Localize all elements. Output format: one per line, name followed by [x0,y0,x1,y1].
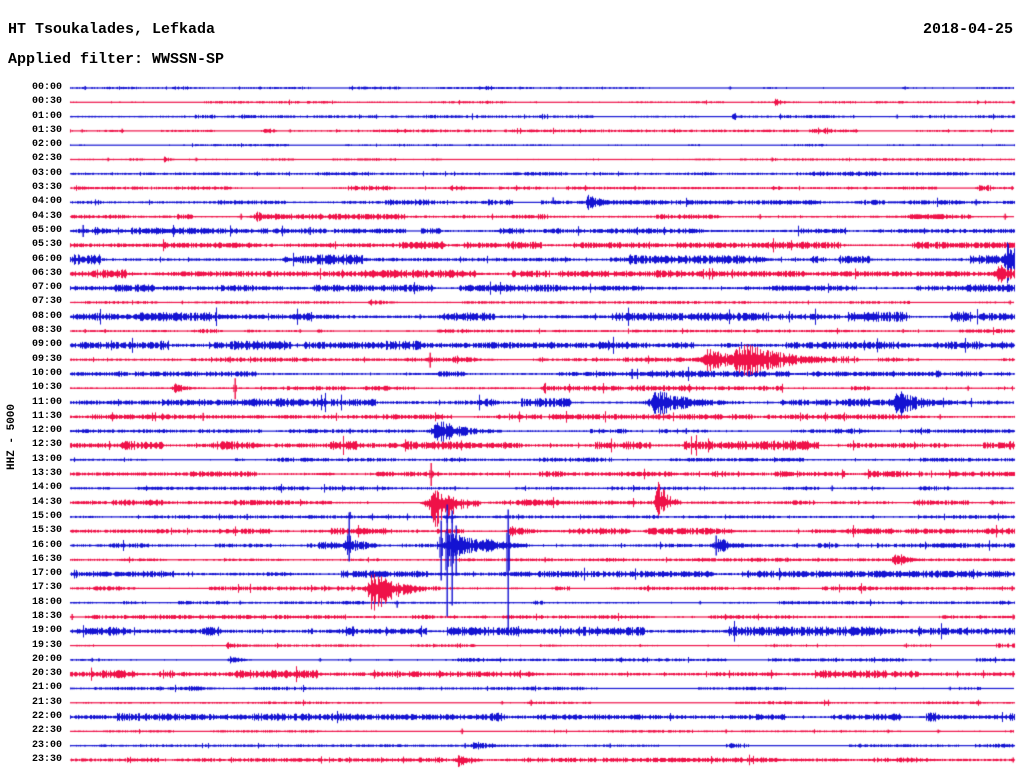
time-label-16:30: 16:30 [31,553,62,565]
time-label-20:00: 20:00 [31,653,62,665]
applied-filter-label: Applied filter: WWSSN-SP [8,51,225,68]
time-label-20:30: 20:30 [31,668,62,680]
time-label-11:30: 11:30 [31,410,62,422]
time-label-08:00: 08:00 [31,310,62,322]
time-label-23:00: 23:00 [31,739,62,751]
time-label-15:30: 15:30 [31,525,62,537]
time-label-17:30: 17:30 [31,582,62,594]
time-label-08:30: 08:30 [31,325,62,337]
time-label-12:00: 12:00 [31,425,62,437]
time-label-01:30: 01:30 [31,124,62,136]
time-label-21:00: 21:00 [31,682,62,694]
station-title: HT Tsoukalades, Lefkada [8,21,216,38]
time-label-05:30: 05:30 [31,239,62,251]
time-label-23:30: 23:30 [31,753,62,765]
time-label-13:30: 13:30 [31,468,62,480]
time-label-21:30: 21:30 [31,696,62,708]
time-label-00:30: 00:30 [31,96,62,108]
time-label-00:00: 00:00 [31,82,62,93]
time-label-19:00: 19:00 [31,625,62,637]
time-label-04:30: 04:30 [31,210,62,222]
time-label-15:00: 15:00 [31,510,62,522]
time-label-12:30: 12:30 [31,439,62,451]
record-date: 2018-04-25 [922,21,1013,38]
time-label-11:00: 11:00 [31,396,62,408]
time-label-02:00: 02:00 [31,139,62,151]
time-label-02:30: 02:30 [31,153,62,165]
time-label-22:30: 22:30 [31,725,62,737]
time-label-18:00: 18:00 [31,596,62,608]
time-label-03:00: 03:00 [31,167,62,179]
time-label-09:30: 09:30 [31,353,62,365]
time-label-18:30: 18:30 [31,610,62,622]
time-label-10:00: 10:00 [31,367,62,379]
time-label-14:30: 14:30 [31,496,62,508]
time-label-07:30: 07:30 [31,296,62,308]
time-label-04:00: 04:00 [31,196,62,208]
time-label-16:00: 16:00 [31,539,62,551]
time-label-19:30: 19:30 [31,639,62,651]
time-label-10:30: 10:30 [31,382,62,394]
time-label-13:00: 13:00 [31,453,62,465]
time-label-06:30: 06:30 [31,267,62,279]
time-label-14:00: 14:00 [31,482,62,494]
time-label-17:00: 17:00 [31,568,62,580]
time-label-01:00: 01:00 [31,110,62,122]
time-label-09:00: 09:00 [31,339,62,351]
time-label-06:00: 06:00 [31,253,62,265]
time-label-22:00: 22:00 [31,711,62,723]
time-label-05:00: 05:00 [31,224,62,236]
time-label-07:00: 07:00 [31,282,62,294]
time-label-03:30: 03:30 [31,182,62,194]
